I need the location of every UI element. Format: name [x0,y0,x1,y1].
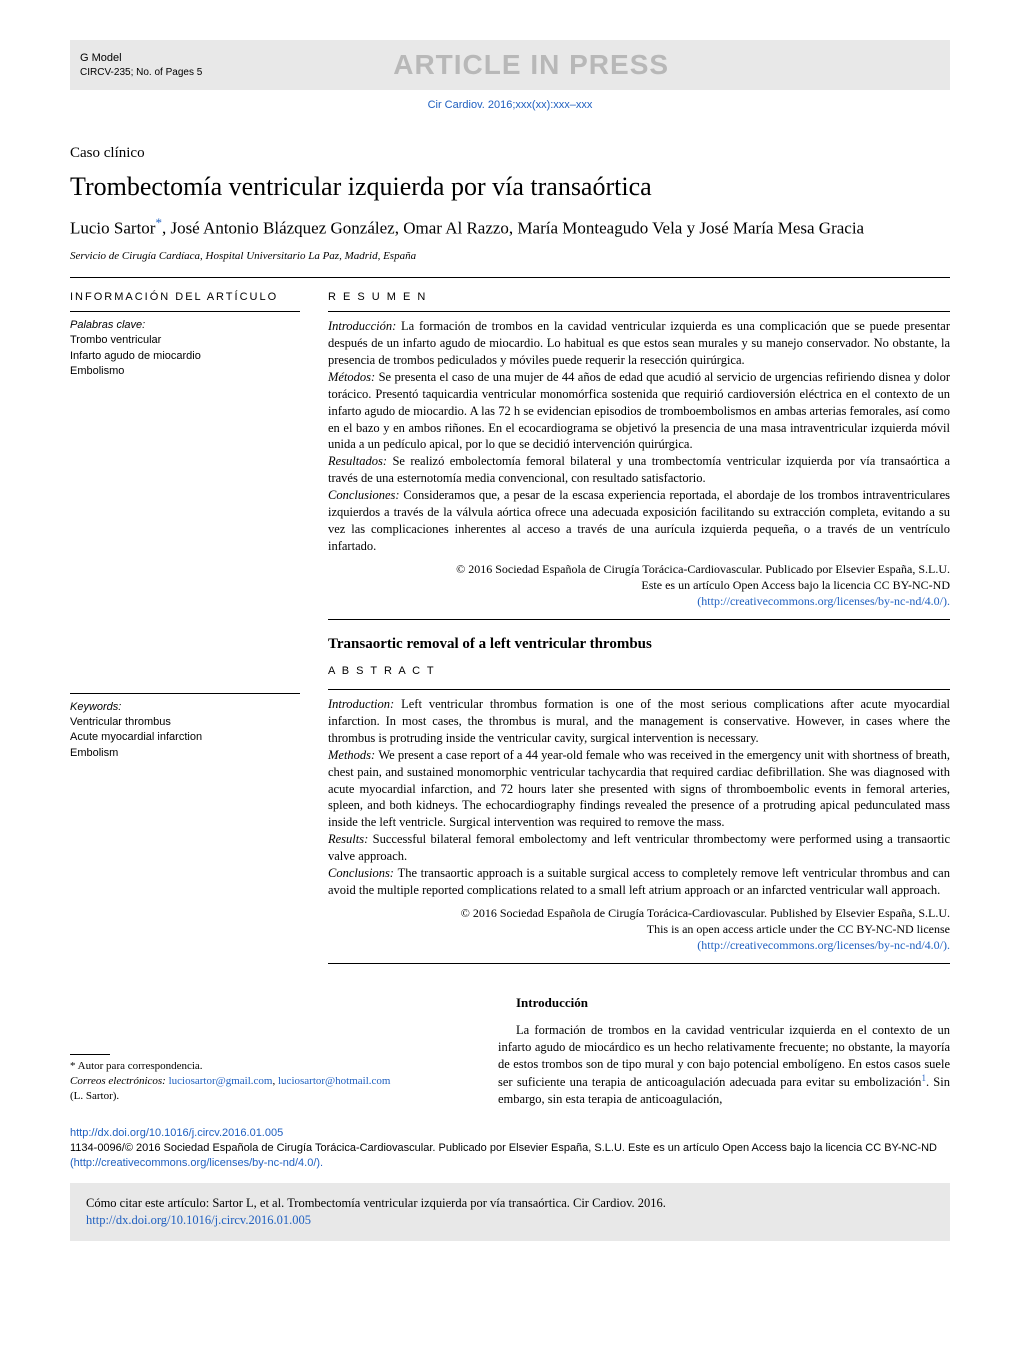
copyright-line2-es: Este es un artículo Open Access bajo la … [328,577,950,593]
abs-met: We present a case report of a 44 year-ol… [328,748,950,830]
english-title: Transaortic removal of a left ventricula… [328,634,950,654]
authors-rest: , José Antonio Blázquez González, Omar A… [162,219,864,238]
resumen-copyright: © 2016 Sociedad Española de Cirugía Torá… [328,561,950,610]
article-type: Caso clínico [70,143,950,163]
license-link-es[interactable]: (http://creativecommons.org/licenses/by-… [328,593,950,609]
copyright-line1-en: © 2016 Sociedad Española de Cirugía Torá… [328,905,950,921]
cite-box: Cómo citar este artículo: Sartor L, et a… [70,1183,950,1241]
keywords-list: Ventricular thrombus Acute myocardial in… [70,715,300,761]
intro-body: La formación de trombos en la cavidad ve… [498,1023,950,1090]
affiliation: Servicio de Cirugía Cardíaca, Hospital U… [70,249,950,264]
copyright-line2-en: This is an open access article under the… [328,921,950,937]
resumen-met: Se presenta el caso de una mujer de 44 a… [328,370,950,452]
gmodel-block: G Model CIRCV-235; No. of Pages 5 [80,51,202,79]
resumen-intro: La formación de trombos en la cavidad ve… [328,319,950,367]
rule-top [70,277,950,278]
rule-abstract [328,689,950,690]
correspondence-star: * Autor para correspondencia. [70,1059,470,1074]
palabras-list: Trombo ventricular Infarto agudo de mioc… [70,333,300,379]
short-rule-1 [70,311,300,312]
abstract-heading: A B S T R A C T [328,664,950,679]
abstract-block: Introduction: Left ventricular thrombus … [328,696,950,953]
email-1[interactable]: luciosartor@gmail.com [169,1075,273,1087]
intro-text: La formación de trombos en la cavidad ve… [498,1022,950,1109]
cite-url[interactable]: http://dx.doi.org/10.1016/j.circv.2016.0… [86,1213,311,1227]
doi-block: http://dx.doi.org/10.1016/j.circv.2016.0… [70,1126,950,1171]
abs-met-label: Methods: [328,748,378,762]
resumen-res: Se realizó embolectomía femoral bilatera… [328,454,950,485]
correspondence-rule [70,1054,110,1055]
resumen-heading: R E S U M E N [328,290,950,305]
abs-res: Successful bilateral femoral embolectomy… [328,832,950,863]
doi-copyright: 1134-0096/© 2016 Sociedad Española de Ci… [70,1141,950,1156]
abs-con-label: Conclusions: [328,866,398,880]
cite-text: Cómo citar este artículo: Sartor L, et a… [86,1196,666,1210]
keywords-label: Keywords: [70,700,300,715]
author-first: Lucio Sartor [70,219,155,238]
abstract-copyright: © 2016 Sociedad Española de Cirugía Torá… [328,905,950,954]
correspondence-name: (L. Sartor). [70,1089,470,1104]
rule-mid [328,619,950,620]
info-heading: INFORMACIÓN DEL ARTÍCULO [70,290,300,305]
license-link-en[interactable]: (http://creativecommons.org/licenses/by-… [328,937,950,953]
doi-link[interactable]: http://dx.doi.org/10.1016/j.circv.2016.0… [70,1126,950,1141]
gmodel-label: G Model [80,51,202,66]
email-2[interactable]: luciosartor@hotmail.com [278,1075,390,1087]
short-rule-2 [70,693,300,694]
abs-res-label: Results: [328,832,373,846]
article-in-press-label: ARTICLE IN PRESS [393,46,669,84]
doi-license-link[interactable]: (http://creativecommons.org/licenses/by-… [70,1156,950,1171]
resumen-intro-label: Introducción: [328,319,401,333]
resumen-res-label: Resultados: [328,454,392,468]
resumen-block: Introducción: La formación de trombos en… [328,318,950,609]
correspondence-block: * Autor para correspondencia. Correos el… [70,1054,470,1104]
emails-label: Correos electrónicos: [70,1075,169,1087]
resumen-con-label: Conclusiones: [328,488,403,502]
citation-line: Cir Cardiov. 2016;xxx(xx):xxx–xxx [70,98,950,113]
abs-con: The transaortic approach is a suitable s… [328,866,950,897]
article-title: Trombectomía ventricular izquierda por v… [70,169,950,204]
palabras-label: Palabras clave: [70,318,300,333]
resumen-con: Consideramos que, a pesar de la escasa e… [328,488,950,553]
rule-resumen [328,311,950,312]
resumen-met-label: Métodos: [328,370,379,384]
gmodel-ref: CIRCV-235; No. of Pages 5 [80,66,202,80]
authors-line: Lucio Sartor*, José Antonio Blázquez Gon… [70,214,950,241]
header-bar: G Model CIRCV-235; No. of Pages 5 ARTICL… [70,40,950,90]
intro-heading: Introducción [498,994,950,1012]
rule-bottom-abs [328,963,950,964]
abs-intro-label: Introduction: [328,697,401,711]
abs-intro: Left ventricular thrombus formation is o… [328,697,950,745]
copyright-line1-es: © 2016 Sociedad Española de Cirugía Torá… [328,561,950,577]
